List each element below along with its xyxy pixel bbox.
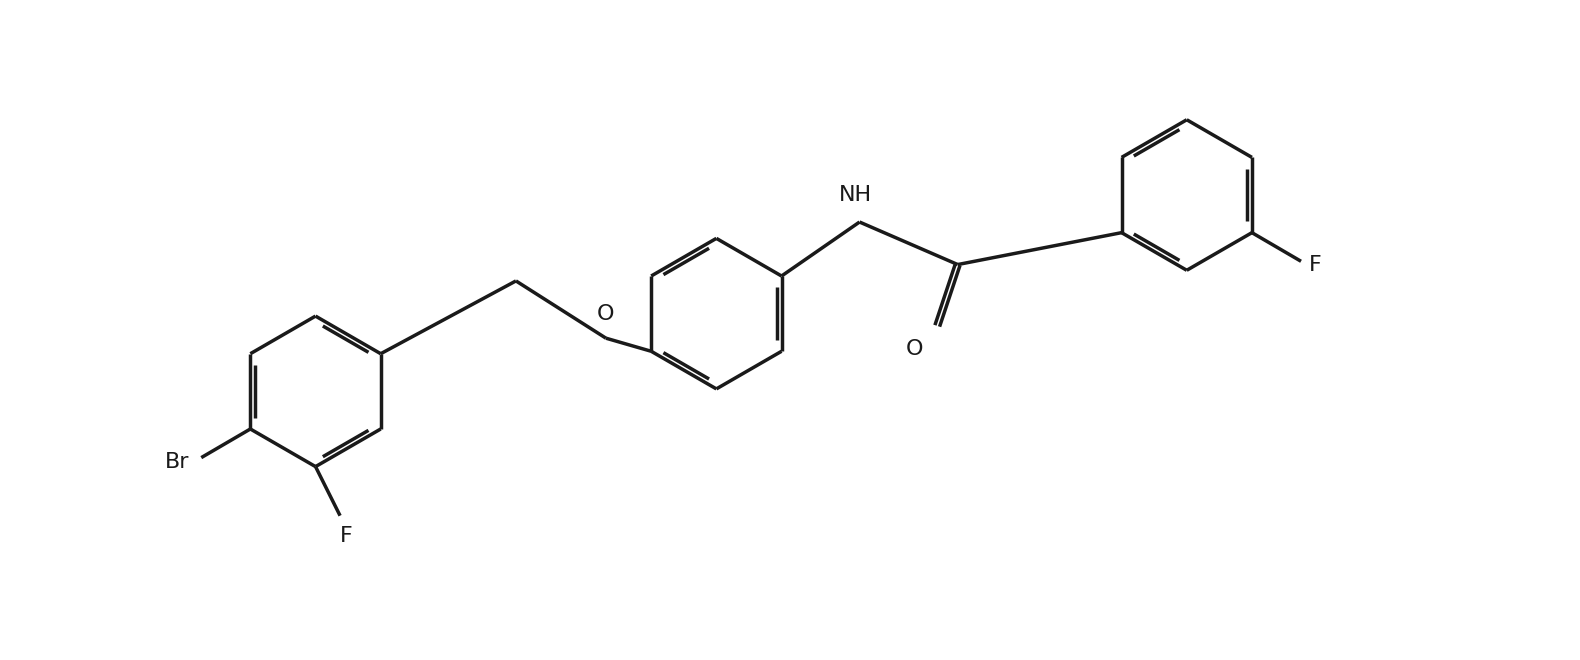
Text: O: O [597,304,615,323]
Text: F: F [1310,255,1322,275]
Text: O: O [905,339,923,359]
Text: Br: Br [164,451,190,472]
Text: F: F [340,525,352,546]
Text: NH: NH [839,185,872,205]
